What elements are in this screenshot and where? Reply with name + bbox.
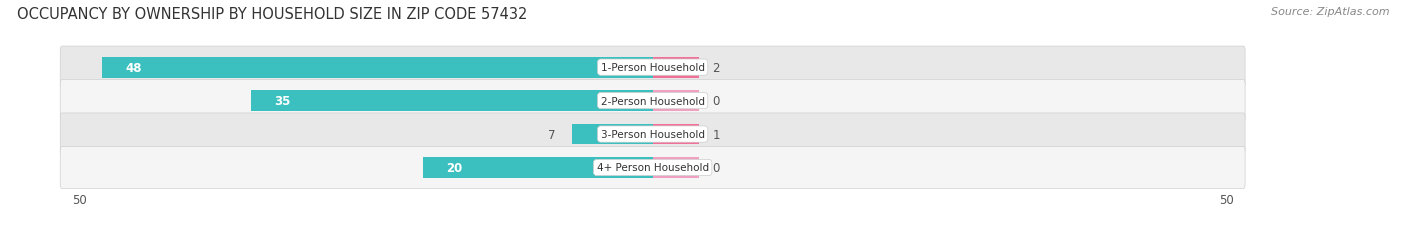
Text: 48: 48 (125, 61, 142, 74)
Text: 20: 20 (446, 161, 463, 174)
Text: 7: 7 (548, 128, 555, 141)
FancyBboxPatch shape (60, 47, 1246, 89)
Bar (652, 58, 699, 78)
Bar (252, 91, 652, 112)
Bar (652, 91, 699, 112)
Bar (103, 58, 652, 78)
Bar (423, 158, 652, 178)
Bar (652, 158, 699, 178)
Text: 35: 35 (274, 95, 291, 108)
FancyBboxPatch shape (60, 147, 1246, 189)
Text: 0: 0 (713, 161, 720, 174)
Text: 0: 0 (713, 95, 720, 108)
Text: 4+ Person Household: 4+ Person Household (596, 163, 709, 173)
Text: 2-Person Household: 2-Person Household (600, 96, 704, 106)
FancyBboxPatch shape (60, 113, 1246, 155)
Text: 3-Person Household: 3-Person Household (600, 130, 704, 140)
Bar (572, 124, 652, 145)
Bar (652, 124, 699, 145)
Text: 1: 1 (713, 128, 720, 141)
Text: 2: 2 (713, 61, 720, 74)
Text: OCCUPANCY BY OWNERSHIP BY HOUSEHOLD SIZE IN ZIP CODE 57432: OCCUPANCY BY OWNERSHIP BY HOUSEHOLD SIZE… (17, 7, 527, 22)
FancyBboxPatch shape (60, 80, 1246, 122)
Text: 1-Person Household: 1-Person Household (600, 63, 704, 73)
Text: Source: ZipAtlas.com: Source: ZipAtlas.com (1271, 7, 1389, 17)
